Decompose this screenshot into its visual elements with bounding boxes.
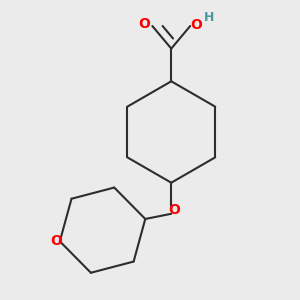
Text: O: O bbox=[51, 234, 62, 248]
Text: O: O bbox=[168, 202, 180, 217]
Text: H: H bbox=[204, 11, 214, 24]
Text: O: O bbox=[190, 18, 202, 32]
Text: O: O bbox=[138, 17, 150, 32]
